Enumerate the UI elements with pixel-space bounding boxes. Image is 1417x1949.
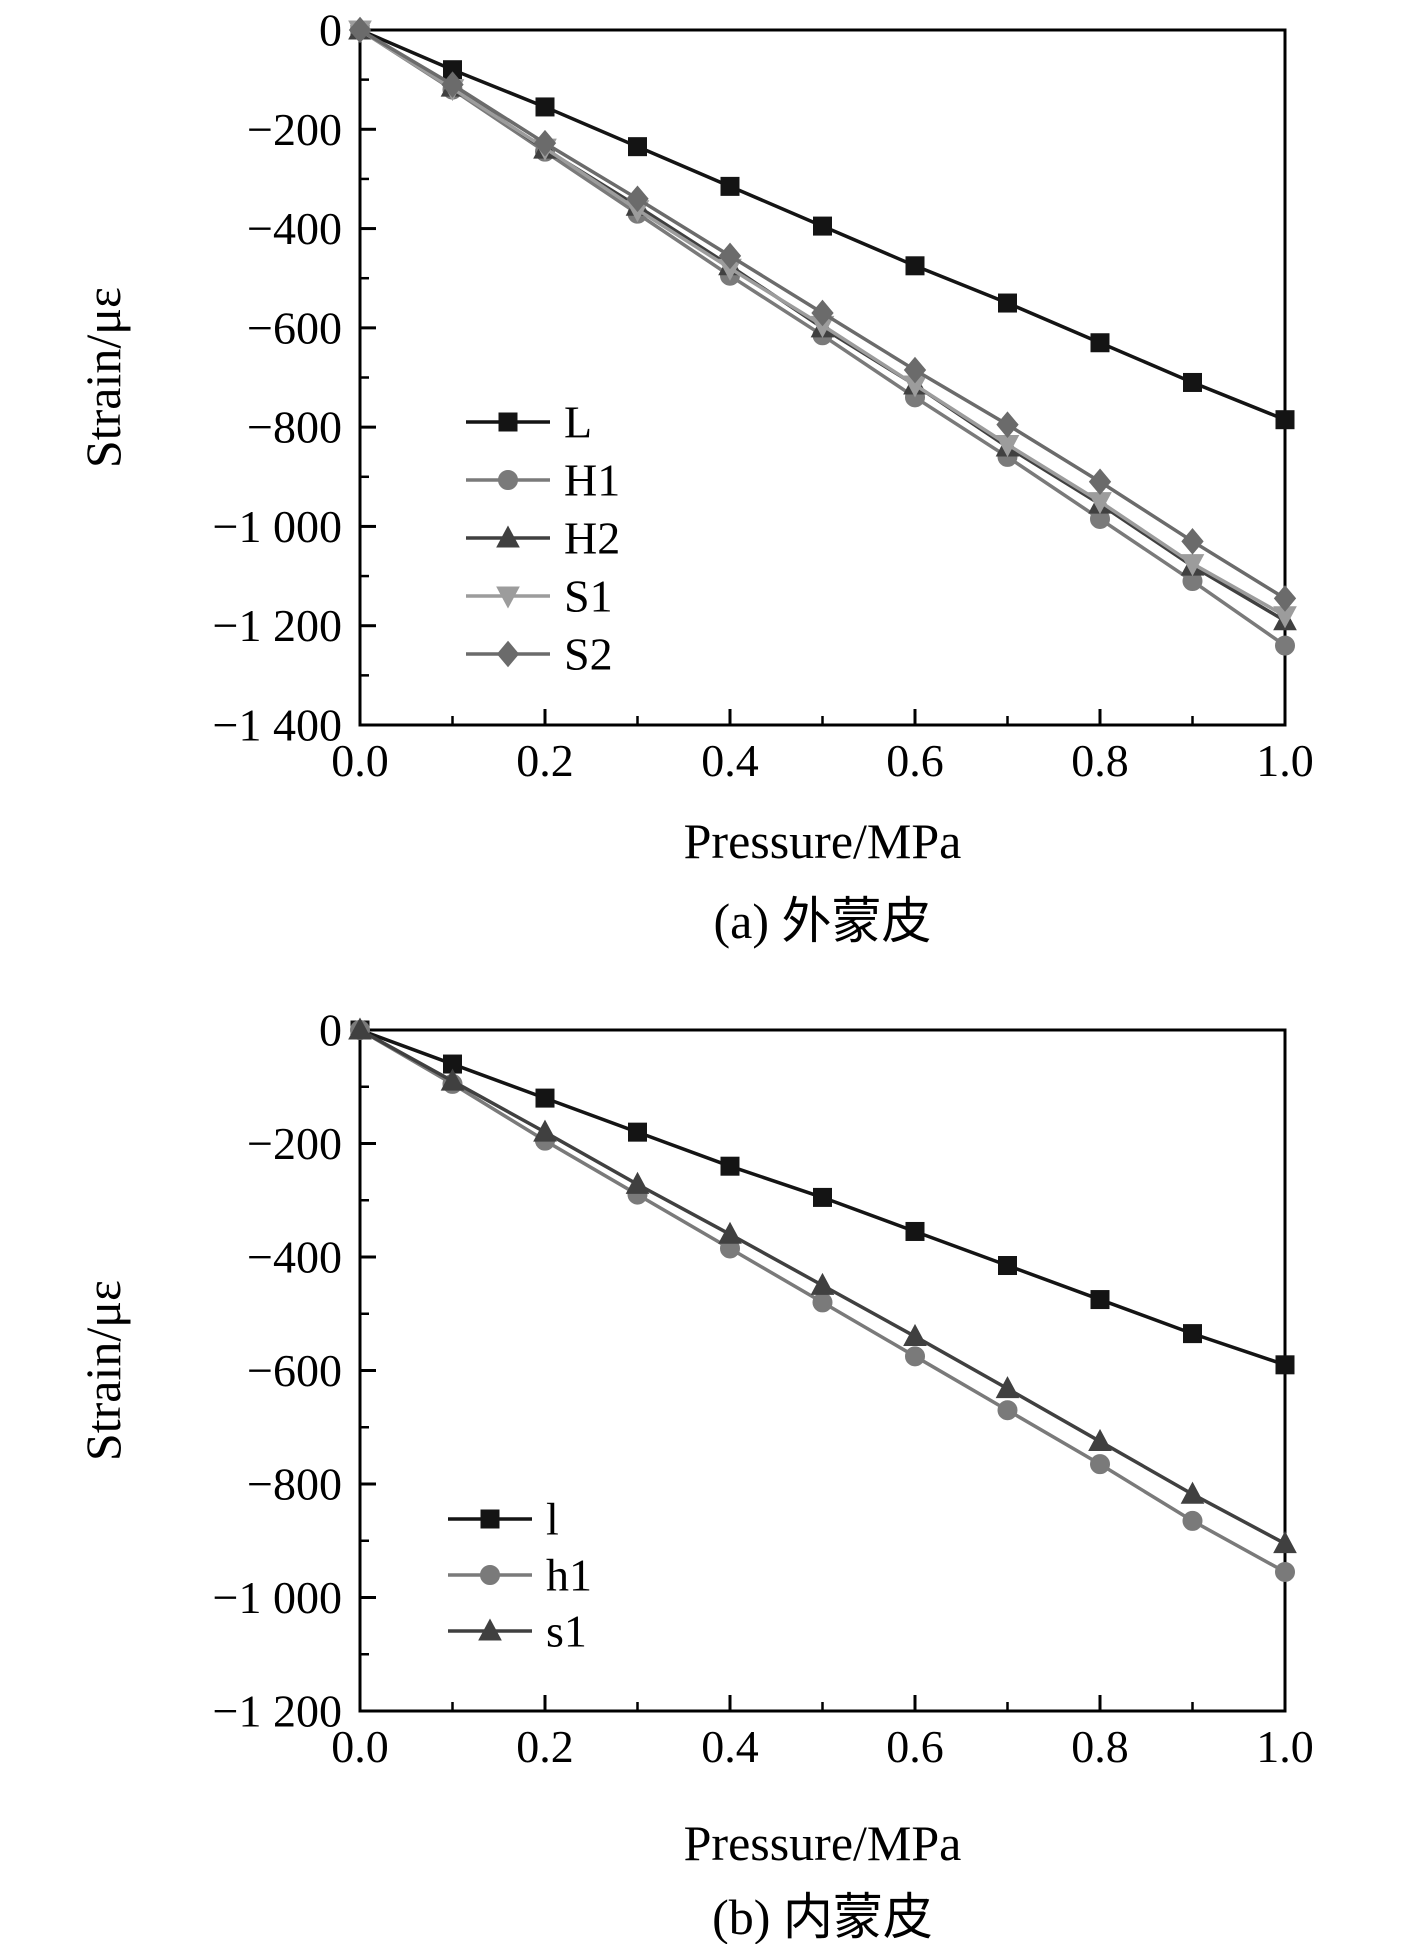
series-s1 (348, 1017, 1297, 1554)
svg-text:0.6: 0.6 (886, 1721, 944, 1772)
legend-label-S2: S2 (564, 629, 613, 680)
tick-labels-a: 0.0 0.2 0.4 0.6 0.8 1.0 0 −200 −400 −600 −800 −1 00… (213, 5, 1314, 786)
chart-b-canvas: 0.0 0.2 0.4 0.6 0.8 1.0 0 −200 −400 −600 −800 −1 00… (75, 1005, 1314, 1946)
svg-text:0.4: 0.4 (701, 1721, 759, 1772)
svg-text:−1 000: −1 000 (213, 1572, 342, 1623)
svg-text:0.2: 0.2 (516, 735, 574, 786)
svg-text:0.8: 0.8 (1071, 735, 1129, 786)
svg-text:0.0: 0.0 (331, 735, 389, 786)
chart-b-strain-inner-skin: 0.0 0.2 0.4 0.6 0.8 1.0 0 −200 −400 −600 −800 −1 00… (0, 972, 1417, 1946)
svg-text:0.2: 0.2 (516, 1721, 574, 1772)
y-axis-label-b: Strain/με (75, 1280, 131, 1461)
y-axis-label-a: Strain/με (75, 287, 131, 468)
chart-a-strain-outer-skin: 0.0 0.2 0.4 0.6 0.8 1.0 0 −200 −400 −600 −800 −1 00… (0, 0, 1417, 972)
legend-label-L: L (564, 397, 592, 448)
series-S2 (348, 16, 1297, 612)
svg-text:0.8: 0.8 (1071, 1721, 1129, 1772)
axes-a (358, 28, 1287, 727)
svg-text:1.0: 1.0 (1256, 735, 1314, 786)
svg-text:−1 000: −1 000 (213, 501, 342, 552)
svg-text:1.0: 1.0 (1256, 1721, 1314, 1772)
x-axis-label-a: Pressure/MPa (684, 813, 962, 869)
legend-label-H1: H1 (564, 455, 620, 506)
series-L (350, 20, 1295, 430)
svg-text:−600: −600 (247, 1345, 342, 1396)
legend-label-S1: S1 (564, 571, 613, 622)
series-l (350, 1020, 1295, 1375)
caption-b: (b) 内蒙皮 (712, 1889, 933, 1944)
svg-text:−600: −600 (247, 302, 342, 353)
svg-text:0: 0 (319, 5, 342, 56)
svg-text:0: 0 (319, 1005, 342, 1056)
svg-text:−200: −200 (247, 104, 342, 155)
svg-text:−800: −800 (247, 1459, 342, 1510)
svg-text:0.0: 0.0 (331, 1721, 389, 1772)
caption-a: (a) 外蒙皮 (714, 893, 932, 949)
svg-text:0.6: 0.6 (886, 735, 944, 786)
svg-text:−800: −800 (247, 402, 342, 453)
svg-text:−1 200: −1 200 (213, 1686, 342, 1737)
legend-label-H2: H2 (564, 513, 620, 564)
chart-a-canvas: 0.0 0.2 0.4 0.6 0.8 1.0 0 −200 −400 −600 −800 −1 00… (75, 5, 1314, 950)
svg-text:0.4: 0.4 (701, 735, 759, 786)
svg-text:−200: −200 (247, 1118, 342, 1169)
svg-text:−400: −400 (247, 203, 342, 254)
legend-a: L H1 H2 S1 S2 (466, 397, 620, 680)
tick-labels-b: 0.0 0.2 0.4 0.6 0.8 1.0 0 −200 −400 −600 −800 −1 00… (213, 1005, 1314, 1772)
axes-b (358, 1028, 1287, 1713)
legend-label-s1: s1 (546, 1606, 587, 1657)
svg-text:−1 400: −1 400 (213, 700, 342, 751)
x-axis-label-b: Pressure/MPa (684, 1815, 962, 1871)
svg-text:−1 200: −1 200 (213, 600, 342, 651)
legend-label-l: l (546, 1494, 559, 1545)
legend-label-h1: h1 (546, 1550, 592, 1601)
svg-text:−400: −400 (247, 1232, 342, 1283)
